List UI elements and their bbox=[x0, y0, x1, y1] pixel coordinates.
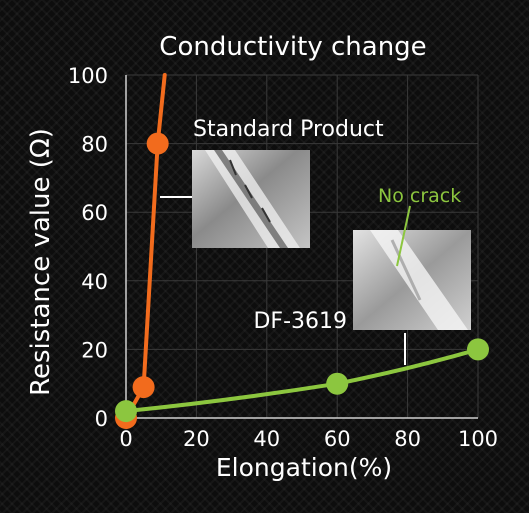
y-tick-label: 80 bbox=[81, 133, 108, 157]
series-1-point bbox=[467, 338, 489, 361]
series-1-point bbox=[326, 372, 349, 395]
df3619-photo bbox=[353, 230, 471, 330]
x-tick-label: 100 bbox=[458, 427, 498, 451]
x-tick-label: 0 bbox=[119, 427, 132, 451]
series-line-1 bbox=[124, 347, 480, 414]
y-tick-label: 100 bbox=[68, 64, 108, 88]
no-crack-pointer bbox=[396, 205, 411, 267]
x-axis-label: Elongation(%) bbox=[216, 453, 392, 482]
annotation-no-crack: No crack bbox=[378, 185, 461, 207]
series-1-point bbox=[115, 400, 137, 423]
y-tick-label: 0 bbox=[95, 407, 108, 431]
y-tick-label: 20 bbox=[81, 338, 108, 362]
x-tick-label: 20 bbox=[183, 427, 210, 451]
series-layer bbox=[115, 73, 489, 429]
y-tick-label: 60 bbox=[81, 201, 108, 225]
x-tick-label: 40 bbox=[253, 427, 280, 451]
series-0-point bbox=[146, 132, 169, 155]
x-tick-label: 60 bbox=[324, 427, 351, 451]
y-tick-labels: 0 20 40 60 80 100 bbox=[68, 64, 108, 431]
chart-title: Conductivity change bbox=[159, 32, 426, 62]
x-tick-labels: 0 20 40 60 80 100 bbox=[119, 427, 498, 451]
standard-product-photo bbox=[192, 150, 310, 248]
legend-df3619: DF-3619 bbox=[253, 309, 347, 334]
series-line-0 bbox=[124, 73, 167, 420]
y-axis-label: Resistance value (Ω) bbox=[26, 128, 56, 396]
series-0-point bbox=[132, 376, 155, 399]
x-tick-label: 80 bbox=[394, 427, 421, 451]
y-tick-label: 40 bbox=[81, 270, 108, 294]
legend-standard-product: Standard Product bbox=[193, 117, 384, 142]
